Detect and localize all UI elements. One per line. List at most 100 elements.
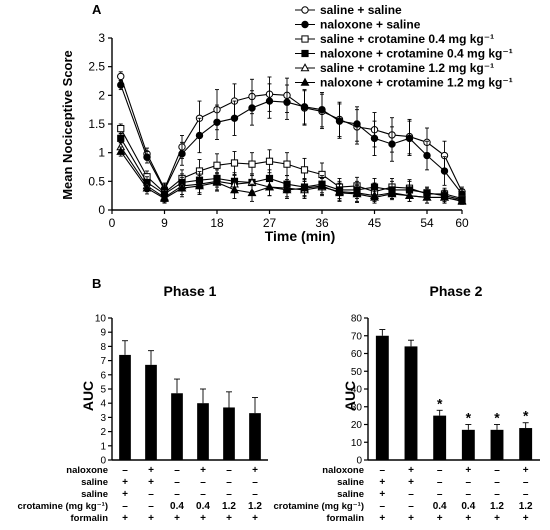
table-cell: 1.2: [519, 501, 533, 512]
panel-label: A: [92, 2, 102, 17]
significance-mark: *: [466, 410, 472, 426]
bar: [145, 364, 157, 460]
data-point: [117, 72, 125, 81]
table-cell: –: [252, 477, 258, 488]
table-cell: +: [200, 465, 206, 476]
data-point: [335, 117, 344, 125]
y-axis-label: Mean Nociceptive Score: [60, 50, 75, 200]
y-tick-label: 0: [100, 456, 106, 467]
table-cell: +: [379, 477, 385, 488]
data-point: [440, 192, 449, 201]
x-tick-label: 9: [161, 216, 168, 230]
data-point: [230, 159, 239, 167]
table-cell: –: [494, 465, 500, 476]
table-row-label: crotamine (mg kg⁻¹): [17, 501, 108, 512]
table-cell: –: [174, 489, 180, 500]
table-cell: –: [174, 465, 180, 476]
table-row-label: naloxone: [66, 465, 108, 476]
table-row-label: formalin: [327, 513, 365, 524]
x-tick-label: 27: [263, 216, 277, 230]
table-cell: –: [148, 501, 154, 512]
table-cell: –: [252, 489, 258, 500]
legend-marker: [301, 49, 309, 58]
data-point: [353, 120, 361, 128]
table-cell: –: [494, 477, 500, 488]
y-tick-label: 1: [98, 146, 105, 160]
data-point: [335, 187, 344, 197]
data-point: [230, 114, 239, 122]
table-cell: –: [226, 477, 232, 488]
table-cell: +: [148, 477, 154, 488]
y-tick-label: 5: [100, 385, 106, 396]
y-tick-label: 10: [95, 314, 107, 325]
data-point: [230, 185, 239, 194]
data-point: [405, 134, 414, 143]
y-tick-label: 30: [351, 402, 363, 413]
table-cell: –: [466, 489, 472, 500]
data-point: [440, 167, 449, 175]
data-point: [283, 160, 291, 168]
legend-marker: [301, 6, 309, 14]
data-point: [213, 161, 221, 169]
data-point: [248, 160, 256, 168]
data-point: [265, 182, 274, 191]
y-tick-label: 2: [98, 88, 105, 102]
table-cell: –: [408, 489, 414, 500]
axes: 0 1 2 3 4 5 6 7 8 9 10: [95, 314, 268, 467]
y-tick-label: 70: [351, 331, 363, 342]
data-point: [370, 134, 379, 143]
table-cell: –: [408, 501, 414, 512]
significance-mark: *: [494, 410, 500, 426]
data-point: [370, 192, 379, 201]
table-cell: 1.2: [490, 501, 504, 512]
y-tick-label: 7: [100, 356, 106, 367]
data-point: [143, 153, 151, 161]
table-row-label: saline: [81, 489, 108, 500]
table-cell: –: [148, 489, 154, 500]
bar: [461, 429, 475, 460]
legend-marker: [300, 63, 310, 72]
series: [117, 133, 466, 204]
legend-label: naloxone + crotamine 0.4 mg kg⁻¹: [320, 47, 513, 61]
data-point: [388, 140, 396, 148]
table-cell: +: [148, 513, 154, 524]
table-cell: +: [408, 465, 414, 476]
table-cell: +: [523, 513, 529, 524]
y-tick-label: 8: [100, 342, 106, 353]
legend-item: saline + crotamine 0.4 mg kg⁻¹: [295, 32, 494, 46]
table-cell: –: [174, 477, 180, 488]
y-tick-label: 40: [351, 385, 363, 396]
line-chart-panel: A 0 0.5 1 1.5 2 2.5 3 0 9 18 27 36 45 54 60 Mean Noci…: [60, 2, 513, 244]
legend-label: saline + crotamine 1.2 mg kg⁻¹: [320, 61, 494, 75]
legend-marker: [301, 35, 309, 43]
table-cell: –: [122, 465, 128, 476]
legend-label: naloxone + crotamine 1.2 mg kg⁻¹: [320, 76, 513, 90]
series-group: [116, 71, 467, 205]
data-point: [142, 183, 152, 192]
x-tick-label: 60: [455, 216, 469, 230]
data-point: [300, 166, 309, 174]
table-cell: 0.4: [433, 501, 447, 512]
x-tick-label: 54: [420, 216, 434, 230]
y-tick-label: 4: [100, 399, 106, 410]
legend-item: naloxone + crotamine 1.2 mg kg⁻¹: [295, 76, 513, 90]
y-tick-label: 3: [98, 31, 105, 45]
x-tick-label: 36: [315, 216, 329, 230]
data-point: [352, 189, 362, 198]
phase2-bar-chart: Phase 2 AUC 0 10 20 30 40 50 60 70 80 * * * *: [342, 283, 540, 467]
table-row-label: crotamine (mg kg⁻¹): [273, 501, 364, 512]
data-point: [300, 103, 309, 111]
series-line: [120, 151, 463, 202]
data-point: [117, 81, 125, 89]
y-tick-label: 0: [98, 203, 105, 217]
data-point: [370, 183, 379, 191]
data-point: [457, 196, 467, 205]
data-point: [387, 189, 397, 198]
table-cell: –: [437, 477, 443, 488]
bar: [375, 335, 389, 460]
table-cell: +: [148, 465, 154, 476]
table-cell: +: [465, 465, 471, 476]
chart-title: Phase 2: [430, 283, 483, 299]
data-point: [213, 118, 221, 126]
